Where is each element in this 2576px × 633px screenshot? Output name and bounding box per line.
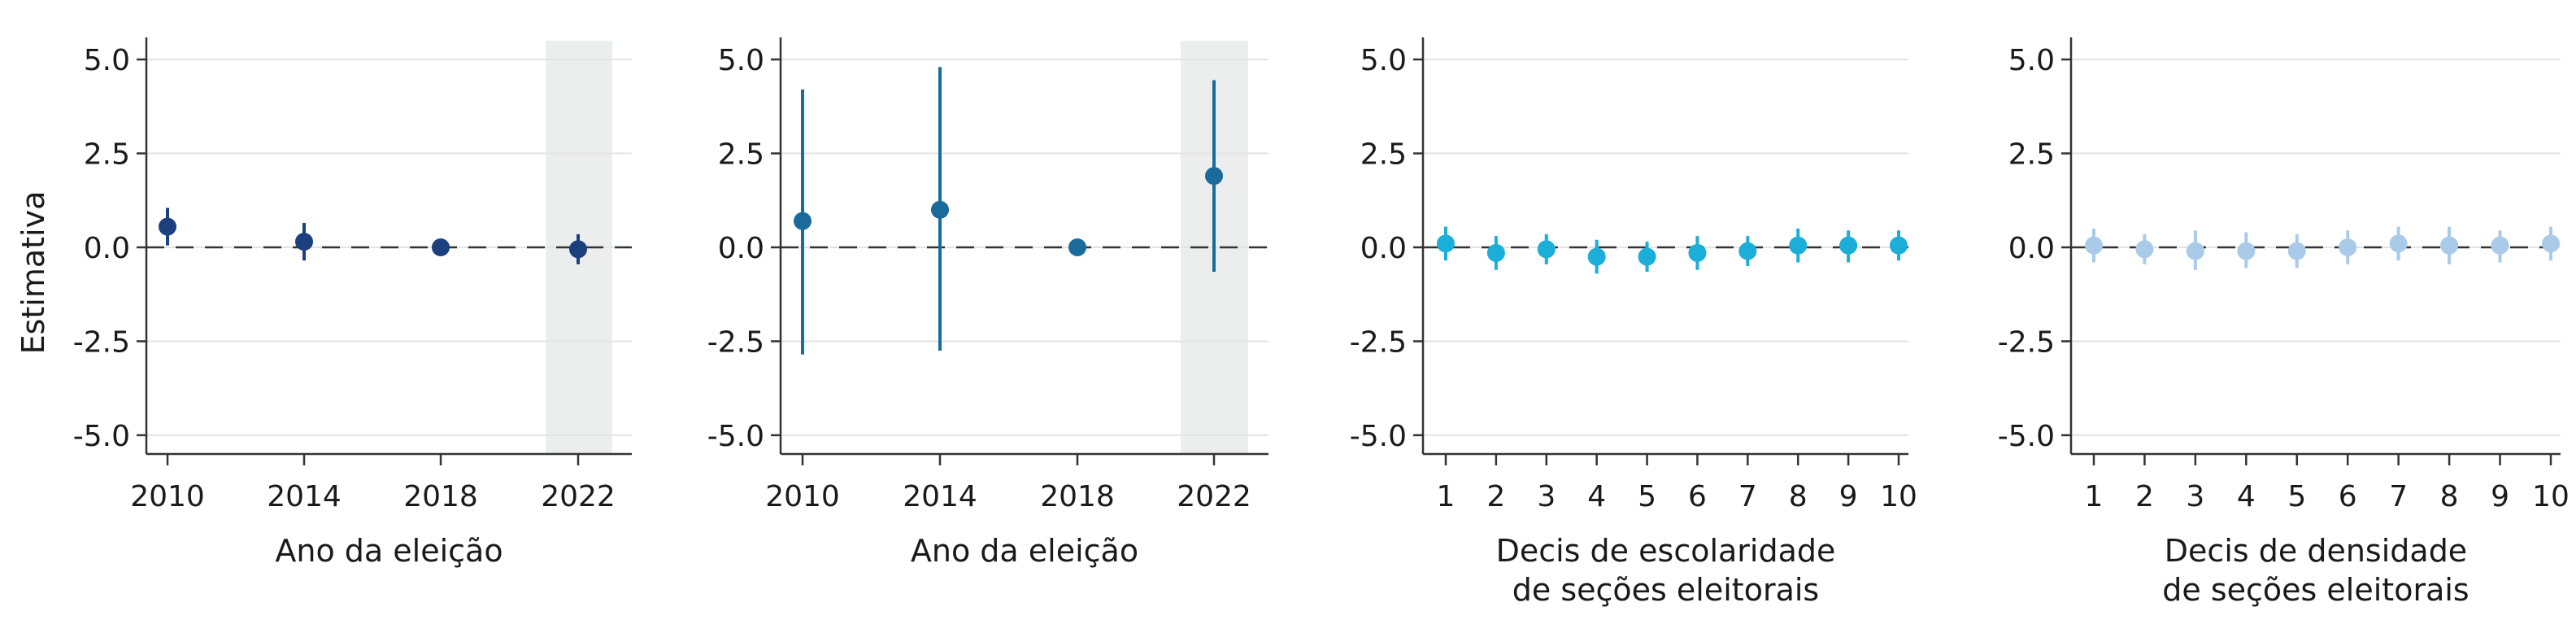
data-point bbox=[2135, 240, 2154, 259]
y-tick-label: 2.5 bbox=[1360, 138, 1407, 172]
data-point bbox=[569, 240, 587, 259]
y-tick-label: -5.0 bbox=[1350, 420, 1407, 453]
x-tick-label: 10 bbox=[2532, 480, 2569, 513]
x-tick-label: 4 bbox=[1587, 480, 1606, 513]
x-tick-label: 7 bbox=[1738, 480, 1757, 513]
x-tick-label: 9 bbox=[1839, 480, 1858, 513]
data-point bbox=[1437, 234, 1455, 253]
data-point bbox=[794, 212, 812, 230]
x-tick-label: 8 bbox=[1789, 480, 1808, 513]
data-point bbox=[2389, 234, 2408, 253]
x-tick-label: 2014 bbox=[267, 480, 342, 513]
data-point bbox=[1738, 242, 1757, 260]
data-point bbox=[1688, 243, 1707, 262]
x-tick-label: 7 bbox=[2389, 480, 2408, 513]
data-point bbox=[931, 200, 949, 219]
y-tick-label: 5.0 bbox=[1360, 44, 1407, 77]
x-tick-label: 2018 bbox=[403, 480, 478, 513]
chart-panel-4: 5.0 2.5 0.0 -2.5 -5.0 1 2 3 4 5 6 7 8 9 10 Decis de den… bbox=[1998, 37, 2569, 608]
y-tick-label: 2.5 bbox=[2008, 138, 2055, 172]
x-tick-label: 1 bbox=[1437, 480, 1456, 513]
data-point bbox=[2339, 238, 2357, 256]
x-tick-label: 3 bbox=[2186, 480, 2204, 513]
x-tick-label: 2014 bbox=[903, 480, 977, 513]
y-tick-label: -5.0 bbox=[707, 420, 764, 453]
x-axis-label: Decis de escolaridade bbox=[1496, 533, 1836, 569]
data-point bbox=[1789, 236, 1808, 255]
y-tick-label: 2.5 bbox=[84, 138, 130, 172]
data-point bbox=[295, 233, 313, 251]
y-tick-label: -2.5 bbox=[73, 325, 130, 359]
x-tick-label: 4 bbox=[2237, 480, 2256, 513]
x-tick-label: 2010 bbox=[130, 480, 205, 513]
x-tick-label: 1 bbox=[2085, 480, 2104, 513]
y-tick-label: 0.0 bbox=[84, 232, 130, 265]
y-tick-label: 0.0 bbox=[718, 232, 764, 265]
data-point bbox=[432, 238, 450, 256]
data-point bbox=[1537, 240, 1556, 259]
x-tick-label: 10 bbox=[1880, 480, 1917, 513]
x-tick-label: 2 bbox=[2135, 480, 2154, 513]
y-tick-label: 2.5 bbox=[718, 138, 764, 172]
x-tick-label: 5 bbox=[2287, 480, 2306, 513]
x-axis-label: Ano da eleição bbox=[911, 533, 1138, 569]
x-tick-label: 2 bbox=[1486, 480, 1505, 513]
x-axis-label: Ano da eleição bbox=[275, 533, 503, 569]
x-axis-label: de seções eleitorais bbox=[2162, 572, 2469, 608]
x-tick-label: 2010 bbox=[765, 480, 840, 513]
x-tick-label: 6 bbox=[1688, 480, 1707, 513]
y-tick-label: 5.0 bbox=[2008, 44, 2055, 77]
y-tick-label: -2.5 bbox=[707, 325, 764, 359]
x-tick-label: 2022 bbox=[541, 480, 616, 513]
y-tick-label: -2.5 bbox=[1350, 325, 1407, 359]
data-point bbox=[1205, 167, 1223, 186]
y-tick-label: 0.0 bbox=[2008, 232, 2055, 265]
x-tick-label: 8 bbox=[2440, 480, 2459, 513]
data-point bbox=[1587, 247, 1606, 266]
data-point bbox=[1638, 247, 1656, 266]
x-tick-label: 2022 bbox=[1177, 480, 1251, 513]
x-tick-label: 2018 bbox=[1040, 480, 1115, 513]
data-point bbox=[2440, 236, 2459, 255]
data-point bbox=[1890, 236, 1908, 255]
x-axis-label: Decis de densidade bbox=[2165, 533, 2467, 569]
x-tick-label: 5 bbox=[1638, 480, 1656, 513]
data-point bbox=[2186, 242, 2204, 260]
y-tick-label: 5.0 bbox=[84, 44, 130, 77]
data-point bbox=[2237, 242, 2256, 260]
chart-panel-3: 5.0 2.5 0.0 -2.5 -5.0 1 2 3 4 5 6 7 8 9 10 Decis de esc… bbox=[1350, 37, 1917, 608]
data-point bbox=[1486, 243, 1505, 262]
x-tick-label: 6 bbox=[2339, 480, 2357, 513]
y-tick-label: -2.5 bbox=[1998, 325, 2055, 359]
y-tick-label: -5.0 bbox=[73, 420, 130, 453]
data-point bbox=[2287, 242, 2306, 260]
x-tick-label: 3 bbox=[1537, 480, 1556, 513]
data-point bbox=[2085, 236, 2103, 255]
y-axis-label: Estimativa bbox=[15, 191, 51, 355]
y-tick-label: -5.0 bbox=[1998, 420, 2055, 453]
data-point bbox=[1839, 236, 1858, 255]
x-tick-label: 9 bbox=[2491, 480, 2509, 513]
data-point bbox=[1068, 238, 1086, 256]
data-point bbox=[2491, 236, 2509, 255]
y-tick-label: 0.0 bbox=[1360, 232, 1407, 265]
data-point bbox=[159, 217, 176, 236]
x-axis-label: de seções eleitorais bbox=[1512, 572, 1819, 608]
data-point bbox=[2542, 234, 2560, 253]
y-tick-label: 5.0 bbox=[718, 44, 764, 77]
